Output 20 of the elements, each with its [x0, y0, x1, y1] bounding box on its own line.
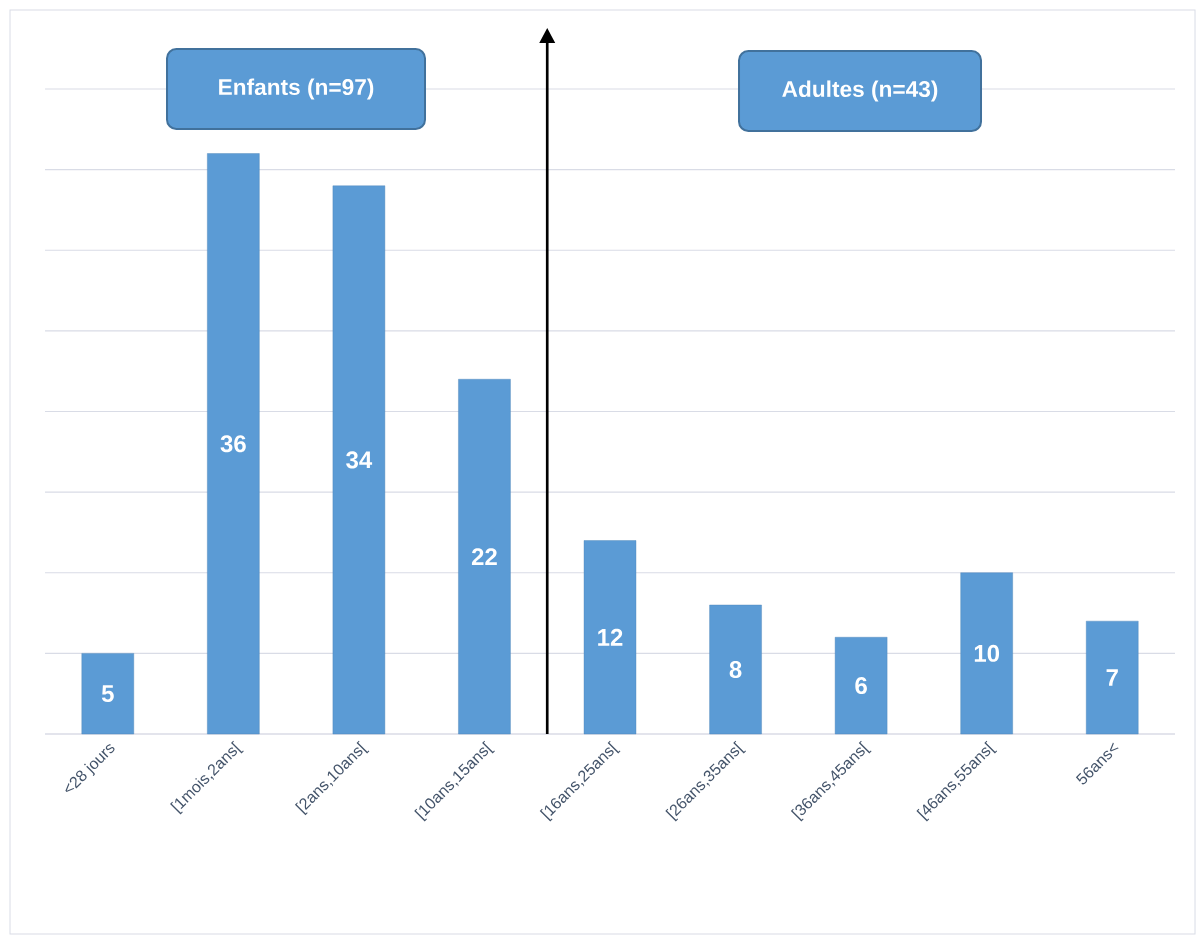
- bar: [332, 185, 386, 735]
- annotation: Adultes (n=43): [782, 80, 938, 102]
- data-label: 8: [729, 660, 742, 678]
- bar: [207, 153, 260, 735]
- bar: [81, 653, 134, 735]
- bar: [1086, 620, 1139, 735]
- data-label: 12: [598, 628, 623, 646]
- bar: [458, 379, 511, 735]
- bar: [960, 572, 1013, 735]
- bar: [709, 604, 762, 735]
- data-label: 5: [101, 685, 114, 703]
- data-label: 6: [855, 677, 867, 695]
- bar: [834, 637, 888, 735]
- data-label: 36: [220, 435, 246, 453]
- data-label: 7: [1106, 669, 1118, 686]
- data-label: 10: [974, 644, 1000, 662]
- annotation: Enfants (n=97): [219, 78, 374, 100]
- bar: [583, 540, 637, 735]
- data-label: 34: [346, 451, 373, 469]
- data-label: 22: [471, 548, 497, 565]
